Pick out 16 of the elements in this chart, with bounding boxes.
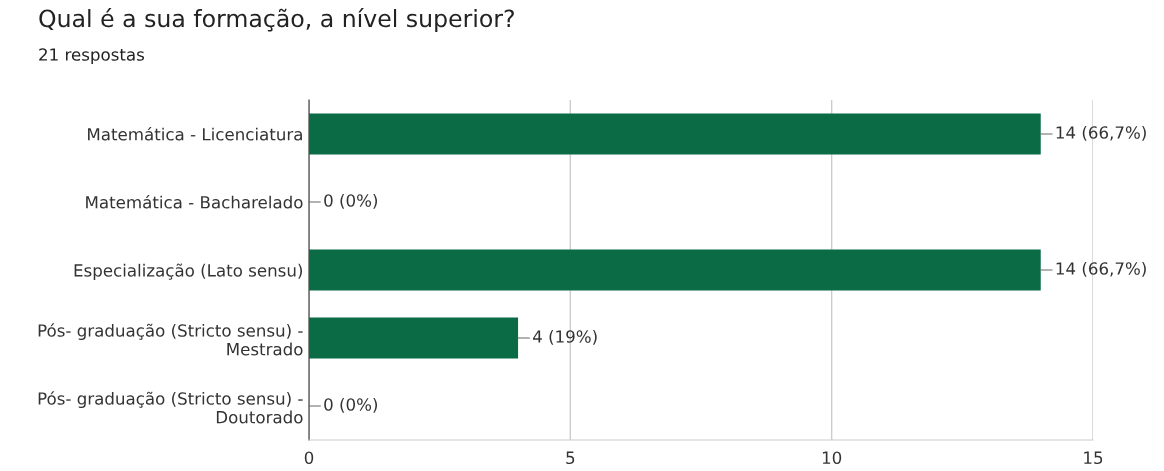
data-label: 14 (66,7%): [1056, 125, 1146, 141]
data-label: 4 (19%): [532, 329, 597, 345]
y-tick-label: Pós- graduação (Stricto sensu) - Doutorado: [38, 391, 303, 424]
y-tick-label: Pós- graduação (Stricto sensu) - Mestrado: [38, 323, 303, 356]
x-tick-label: 0: [304, 451, 314, 465]
data-label: 0 (0%): [324, 193, 378, 209]
data-label: 14 (66,7%): [1056, 261, 1146, 277]
x-tick-label: 10: [822, 451, 842, 465]
x-tick-label: 15: [1084, 451, 1103, 465]
y-tick-label: Matemática - Bacharelado: [86, 195, 303, 209]
x-tick-label: 5: [566, 451, 575, 465]
y-tick-label: Matemática - Licenciatura: [88, 127, 302, 141]
data-label: 0 (0%): [324, 397, 378, 413]
text: 21 respostas: [39, 48, 144, 65]
chart-title: Qual é a sua formação, a nível superior?: [39, 8, 514, 32]
y-tick-label: Especialização (Lato sensu): [74, 263, 303, 280]
